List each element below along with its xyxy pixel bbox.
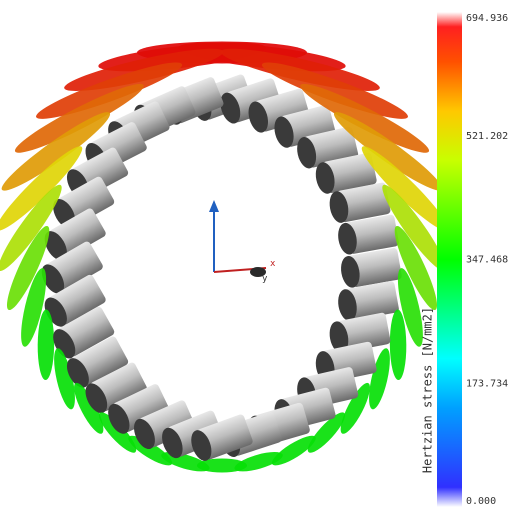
z-arrow	[209, 200, 219, 212]
bearing-scene	[0, 37, 454, 476]
colorbar-tick-label: 0.000	[466, 496, 496, 507]
colorbar-tick-label: 521.202	[466, 131, 508, 142]
y-label: y	[262, 274, 268, 284]
stress-lobe	[37, 309, 54, 380]
viewport: x y Hertzian stress [N/mm2] 0.000 173.734…	[0, 0, 531, 511]
axis-triad: x y	[209, 200, 276, 284]
colorbar-tick-label: 347.468	[466, 255, 508, 266]
colorbar-tick-label: 173.734	[466, 378, 508, 389]
colorbar-tick-label: 694.936	[466, 13, 508, 24]
stress-lobe	[389, 309, 406, 380]
x-label: x	[270, 259, 276, 269]
colorbar-label: Hertzian stress [N/mm2]	[421, 307, 435, 473]
colorbar	[437, 12, 462, 507]
colorbar-ticks: 0.000 173.734 347.468 521.202 694.936	[466, 13, 508, 507]
